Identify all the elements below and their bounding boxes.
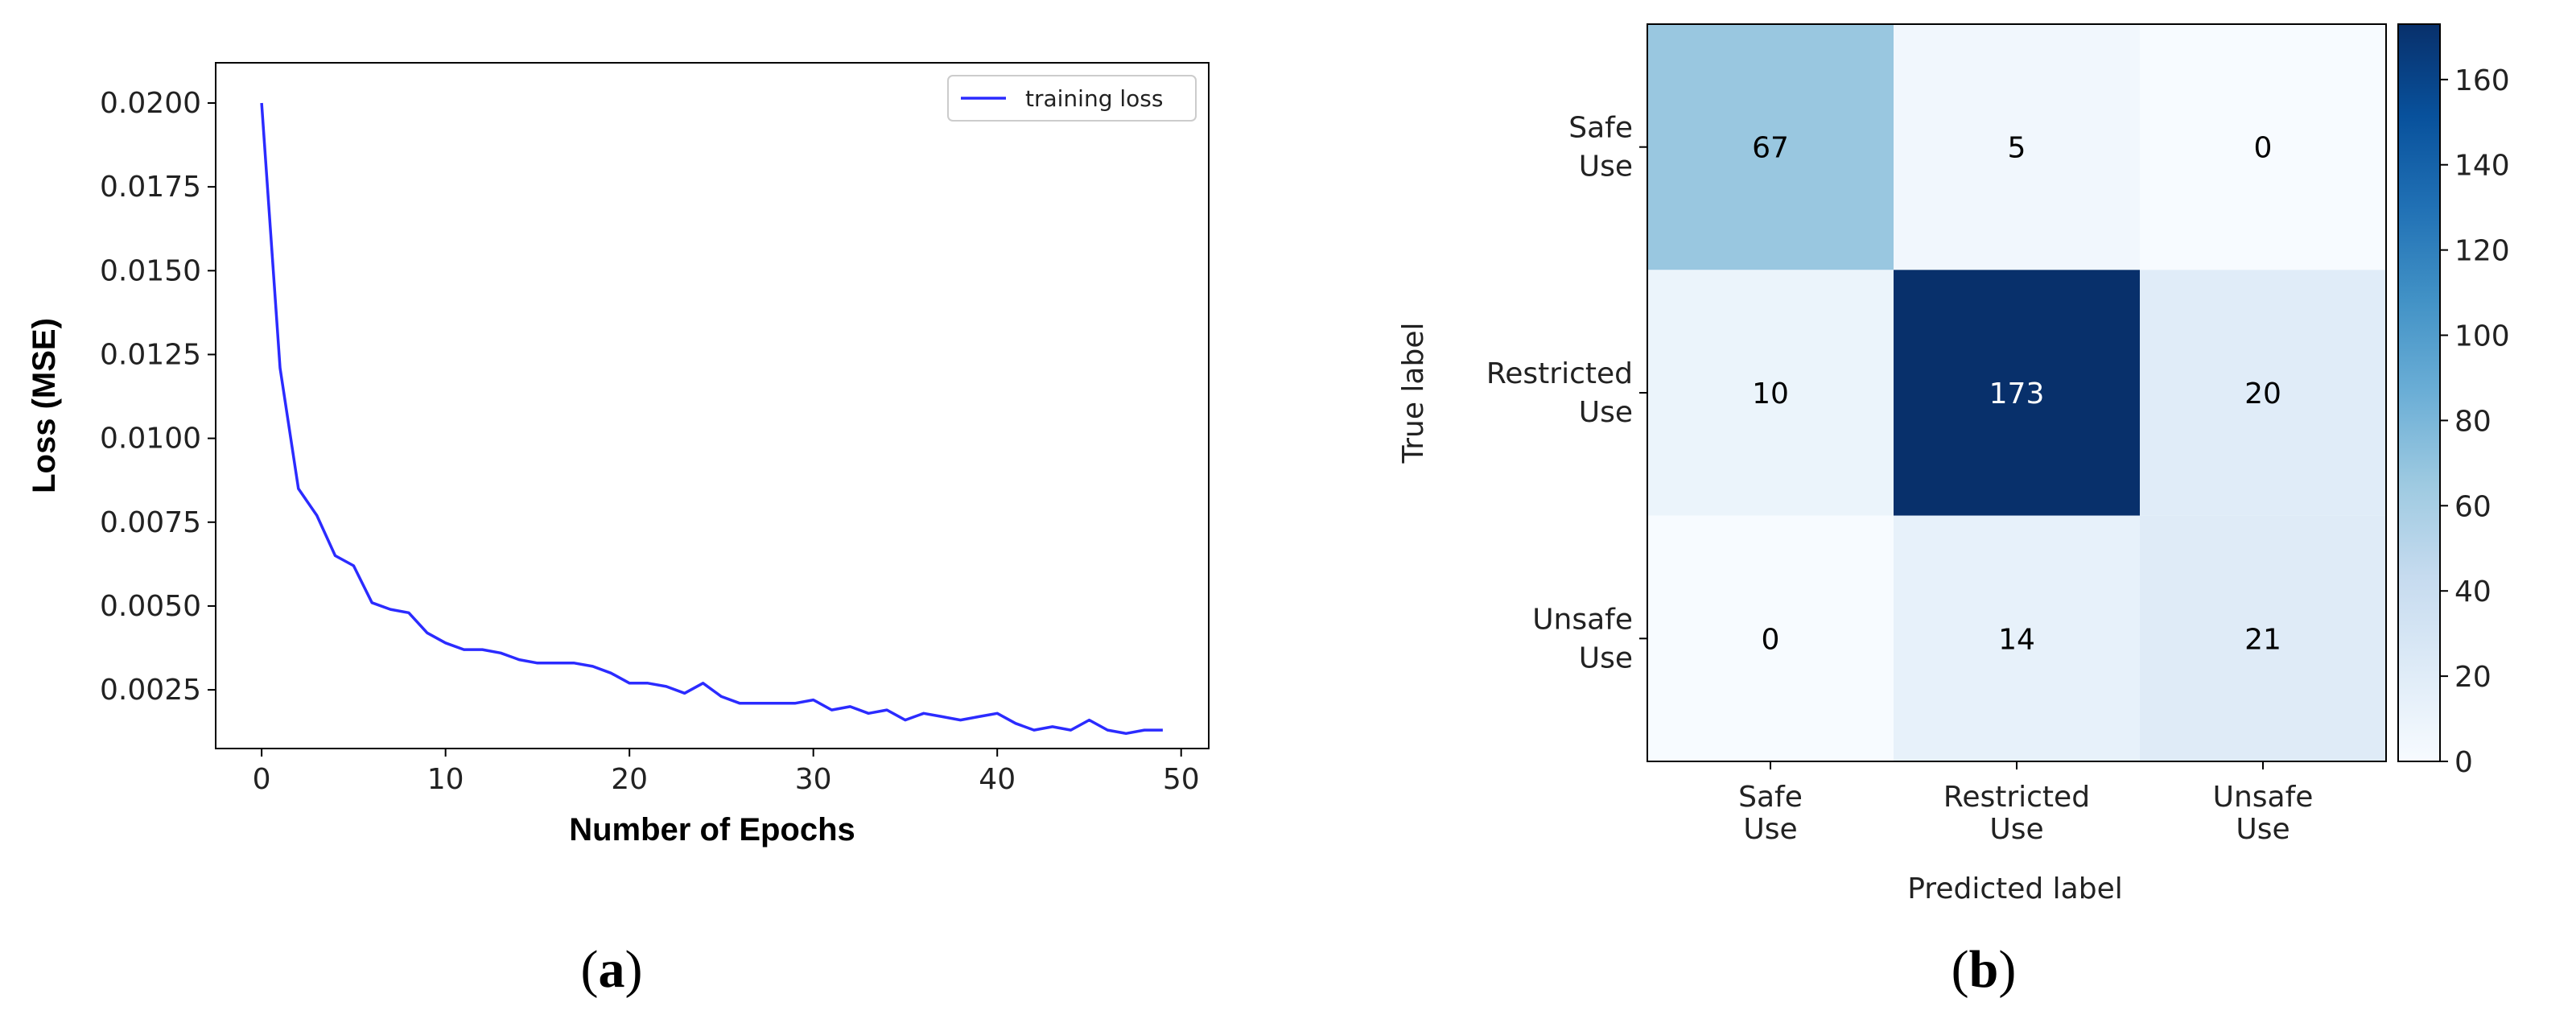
matrix-cell-value: 67 [1752, 132, 1789, 165]
x-category-label-line1: Unsafe [2213, 781, 2314, 814]
y-category-label-line1: Restricted [1486, 357, 1633, 390]
x-tick-label: 20 [611, 763, 648, 796]
x-tick-label: 40 [979, 763, 1016, 796]
y-axis-ticks-b: Safe Use Restricted Use Unsafe Use [1486, 112, 1647, 674]
x-axis-ticks: 0 10 20 30 40 50 [253, 749, 1200, 796]
colorbar-ticks: 0 20 40 60 80 100 120 140 160 [2440, 64, 2510, 779]
y-category-label-line2: Use [1579, 641, 1633, 674]
matrix-cell-value: 10 [1752, 377, 1789, 410]
y-tick-label: 0.0150 [100, 254, 201, 287]
x-category-label-line2: Use [1989, 813, 2043, 846]
legend: training loss [947, 75, 1197, 122]
matrix-cell [2140, 270, 2386, 516]
legend-box [947, 75, 1197, 122]
matrix-cell [1647, 24, 1894, 270]
y-category-label-line1: Safe [1568, 112, 1633, 145]
x-tick-label: 10 [427, 763, 464, 796]
colorbar-tick-label: 60 [2454, 490, 2492, 523]
x-category-label-line2: Use [1743, 813, 1797, 846]
x-axis-label-b: Predicted label [1907, 872, 2123, 905]
panel-b: 67 5 010 173 200 14 21 SafeUseRestrictedUseUns… [1397, 23, 2510, 999]
confusion-matrix-cells: 67 5 0 10 173 20 0 14 21 [1647, 24, 2386, 761]
x-category-label-line1: Safe [1738, 781, 1803, 814]
y-axis-label: Loss (MSE) [27, 318, 62, 493]
colorbar-tick-label: 80 [2454, 405, 2492, 438]
colorbar-tick-label: 40 [2454, 575, 2492, 608]
matrix-cell-value: 0 [1762, 623, 1780, 656]
y-category-label-line2: Use [1579, 396, 1633, 429]
y-tick-label: 0.0125 [100, 338, 201, 371]
colorbar-tick-label: 160 [2454, 64, 2510, 97]
x-category-label-line2: Use [2236, 813, 2290, 846]
caption-a: (a) [581, 940, 643, 999]
plot-a-frame [215, 62, 1210, 749]
matrix-cell [2140, 515, 2386, 761]
matrix-cell-value: 0 [2254, 132, 2273, 165]
legend-label: training loss [1025, 85, 1163, 112]
matrix-cell-value: 14 [1998, 623, 2035, 656]
training-loss-line [260, 102, 1163, 736]
matrix-cell [1894, 515, 2140, 761]
matrix-cell-value: 20 [2244, 377, 2281, 410]
colorbar-tick-label: 0 [2454, 746, 2473, 779]
x-tick-label: 30 [795, 763, 832, 796]
colorbar-tick-label: 100 [2454, 320, 2510, 353]
matrix-cell [1647, 515, 1894, 761]
colorbar [2397, 23, 2441, 762]
matrix-cell-value: 173 [1989, 377, 2045, 410]
y-tick-label: 0.0025 [100, 674, 201, 707]
y-tick-label: 0.0075 [100, 506, 201, 539]
y-tick-label: 0.0100 [100, 423, 201, 456]
matrix-cell-value: 21 [2244, 623, 2281, 656]
matrix-cell [1647, 270, 1894, 516]
panel-a: 0.0025 0.0050 0.0075 0.0100 0.0125 0.0150 0.01… [27, 62, 1210, 999]
y-tick-label: 0.0200 [100, 87, 201, 120]
x-tick-label: 0 [253, 763, 271, 796]
caption-b: (b) [1952, 940, 2017, 999]
colorbar-tick-label: 120 [2454, 235, 2510, 268]
y-axis-ticks: 0.0025 0.0050 0.0075 0.0100 0.0125 0.0150 0.01… [100, 87, 216, 707]
x-category-label-line1: Restricted [1943, 781, 2090, 814]
matrix-cell [1894, 270, 2140, 516]
colorbar-tick-label: 20 [2454, 661, 2492, 694]
x-axis-label: Number of Epochs [569, 812, 855, 848]
y-category-label-line1: Unsafe [1532, 603, 1633, 636]
y-axis-label-b: True label [1397, 323, 1430, 464]
colorbar-tick-label: 140 [2454, 150, 2510, 183]
matrix-cell [2140, 24, 2386, 270]
y-tick-label: 0.0175 [100, 171, 201, 204]
matrix-cell-value: 5 [2008, 132, 2026, 165]
matrix-cell [1894, 24, 2140, 270]
y-tick-label: 0.0050 [100, 590, 201, 623]
x-tick-label: 50 [1163, 763, 1200, 796]
y-category-label-line2: Use [1579, 151, 1633, 184]
